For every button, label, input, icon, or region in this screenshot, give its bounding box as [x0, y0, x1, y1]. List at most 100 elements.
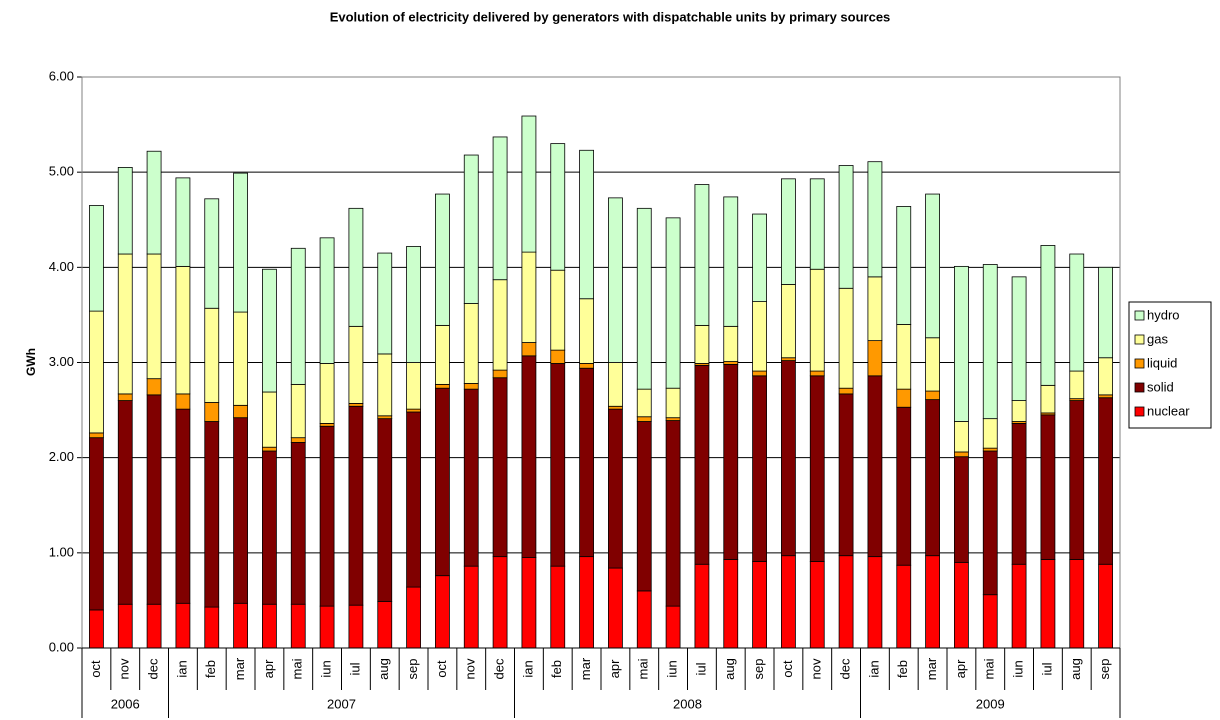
bar-segment	[204, 198, 220, 309]
bar-segment	[608, 197, 623, 363]
bar-segment	[117, 253, 133, 395]
bar-segment	[1011, 400, 1027, 422]
bar-segment	[204, 421, 220, 608]
bar-segment	[954, 561, 969, 649]
bar-segment	[463, 303, 479, 384]
bar-segment	[348, 207, 364, 327]
y-tick-label: 2.00	[49, 449, 74, 464]
bar-segment	[550, 363, 566, 567]
bar-segment	[175, 177, 191, 267]
bar-segment	[377, 600, 393, 649]
bar-segment	[1040, 559, 1056, 649]
x-tick-label: feb	[203, 660, 218, 678]
bar-segment	[579, 363, 594, 369]
bar-segment	[925, 555, 940, 649]
bar-segment	[579, 556, 594, 649]
bar-segment	[781, 360, 796, 557]
x-tick-label: dec	[146, 658, 161, 679]
bar-segment	[982, 418, 998, 449]
bar-segment	[550, 565, 566, 649]
x-tick-label: nov	[117, 658, 132, 679]
bar-segment	[377, 418, 393, 602]
bar-segment	[665, 387, 681, 419]
bar-segment	[1011, 563, 1027, 649]
bar-segment	[867, 276, 883, 342]
bar-segment	[117, 400, 133, 605]
bar-segment	[723, 559, 739, 649]
bar-segment	[896, 406, 912, 566]
bar-segment	[579, 367, 594, 558]
x-tick-label: nov	[463, 658, 478, 679]
bar-segment	[89, 205, 104, 312]
bar-segment	[636, 207, 652, 390]
legend-label: gas	[1147, 331, 1168, 346]
bar-segment	[723, 196, 739, 327]
bar-segment	[550, 143, 566, 271]
bar-segment	[1069, 370, 1085, 400]
bar-segment	[896, 324, 912, 390]
bar-segment	[1098, 563, 1113, 649]
bar-segment	[752, 370, 767, 377]
bar-segment	[925, 337, 940, 392]
bar-segment	[377, 415, 393, 420]
bar-segment	[492, 377, 508, 558]
bar-segment	[752, 375, 767, 562]
bar-segment	[867, 556, 883, 649]
x-tick-label: apr	[261, 659, 276, 678]
bar-segment	[146, 150, 162, 255]
bar-segment	[463, 383, 479, 390]
bar-segment	[348, 403, 364, 407]
y-axis-label: GWh	[24, 348, 38, 376]
bar-segment	[867, 161, 883, 278]
bar-segment	[838, 393, 854, 557]
bar-segment	[665, 217, 681, 389]
bar-segment	[406, 362, 421, 410]
bar-segment	[262, 603, 277, 649]
x-tick-label: mar	[924, 657, 939, 680]
bar-segment	[89, 609, 104, 649]
x-tick-label: iul	[1039, 662, 1054, 675]
bar-segment	[694, 563, 710, 649]
y-tick-label: 3.00	[49, 354, 74, 369]
bar-segment	[1098, 266, 1113, 359]
x-tick-label: sep	[751, 659, 766, 680]
bar-segment	[838, 287, 854, 389]
bar-segment	[925, 193, 940, 339]
bar-segment	[954, 451, 969, 458]
legend-label: liquid	[1147, 355, 1177, 370]
group-label: 2006	[111, 696, 140, 711]
legend-label: hydro	[1147, 307, 1180, 322]
x-tick-label: dec	[838, 658, 853, 679]
bar-segment	[204, 307, 220, 403]
bar-segment	[348, 325, 364, 404]
bar-segment	[896, 388, 912, 408]
bar-segment	[809, 268, 825, 372]
bar-segment	[752, 560, 767, 649]
x-tick-label: feb	[895, 660, 910, 678]
bar-segment	[579, 298, 594, 364]
bar-segment	[435, 324, 450, 385]
bar-segment	[117, 167, 133, 255]
bar-segment	[521, 342, 537, 357]
bar-segment	[146, 394, 162, 605]
x-tick-label: dec	[492, 658, 507, 679]
bar-segment	[550, 349, 566, 364]
bar-segment	[492, 136, 508, 281]
bar-segment	[492, 279, 508, 371]
x-tick-label: mar	[232, 657, 247, 680]
bar-segment	[925, 390, 940, 401]
bar-segment	[204, 402, 220, 422]
bar-segment	[463, 154, 479, 304]
bar-segment	[1069, 400, 1085, 560]
bar-segment	[89, 437, 104, 611]
bar-segment	[262, 446, 277, 452]
x-tick-label: mai	[290, 658, 305, 679]
bar-segment	[319, 605, 335, 649]
x-tick-label: iun	[319, 660, 334, 677]
bar-segment	[319, 423, 335, 427]
bar-segment	[233, 404, 248, 419]
legend-swatch	[1134, 406, 1145, 417]
x-tick-label: sep	[1097, 659, 1112, 680]
bar-segment	[406, 411, 421, 588]
bar-segment	[608, 567, 623, 649]
